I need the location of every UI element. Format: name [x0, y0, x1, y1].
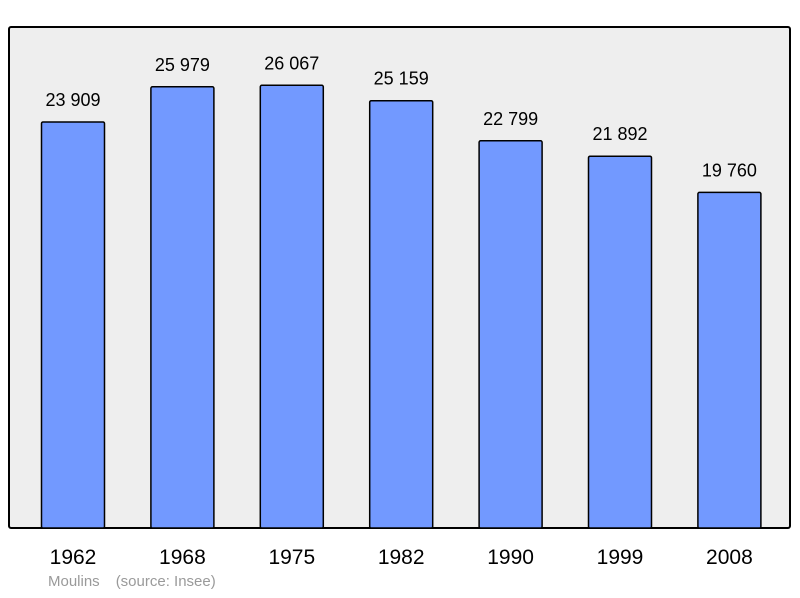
- value-label-1975: 26 067: [264, 53, 319, 73]
- place-name: Moulins: [48, 573, 100, 590]
- bar-1999: [587, 155, 653, 529]
- bar-1968: [150, 86, 215, 529]
- category-label-1962: 1962: [50, 546, 97, 569]
- value-label-2008: 19 760: [702, 160, 757, 180]
- bar-1990: [478, 140, 543, 529]
- value-label-1962: 23 909: [45, 90, 100, 110]
- value-label-1982: 25 159: [374, 69, 429, 89]
- value-label-1990: 22 799: [483, 109, 538, 129]
- category-label-1999: 1999: [597, 546, 644, 569]
- chart-footer: Moulins (source: Insee): [48, 573, 232, 590]
- category-label-2008: 2008: [706, 546, 753, 569]
- category-label-1975: 1975: [268, 546, 315, 569]
- bars-group: [40, 84, 762, 529]
- value-labels-group: 23 909 25 979 26 067 25 159 22 799 21 892 19 7…: [45, 53, 756, 180]
- value-label-1999: 21 892: [592, 124, 647, 144]
- source-note: (source: Insee): [115, 573, 216, 590]
- bar-2008: [697, 191, 762, 529]
- category-label-1968: 1968: [159, 546, 206, 569]
- category-labels-group: 1962 1968 1975 1982 1990 1999 2008: [50, 546, 753, 569]
- bar-1975: [259, 84, 325, 529]
- bar-1982: [368, 99, 434, 529]
- category-label-1982: 1982: [378, 546, 425, 569]
- value-label-1968: 25 979: [155, 55, 210, 75]
- bar-1962: [40, 121, 106, 529]
- category-label-1990: 1990: [487, 546, 534, 569]
